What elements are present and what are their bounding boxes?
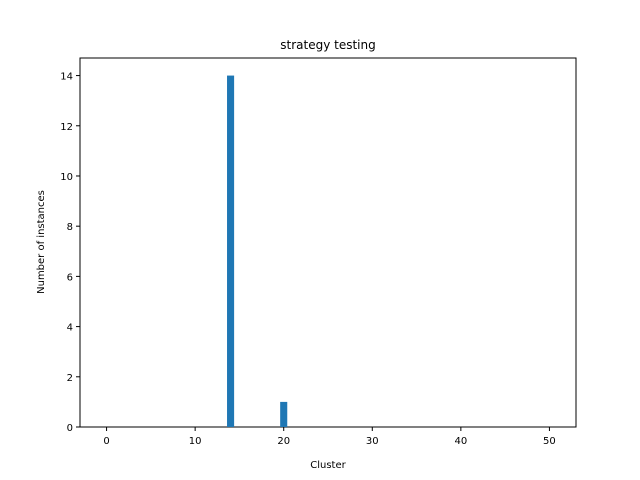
y-tick-label-1: 2 (67, 373, 73, 384)
y-axis-label: Number of instances (36, 190, 47, 294)
plot-frame (79, 57, 577, 428)
plot-area (79, 57, 577, 428)
x-tick-label-4: 40 (454, 436, 467, 447)
y-tick-label-5: 10 (60, 172, 73, 183)
x-tick-label-0: 0 (103, 436, 109, 447)
chart-title: strategy testing (280, 38, 375, 52)
x-axis-label: Cluster (310, 460, 346, 471)
y-tick-label-7: 14 (60, 72, 73, 83)
x-tick-label-3: 30 (366, 436, 379, 447)
x-axis-ticks: 0 10 20 30 40 50 (103, 427, 556, 447)
bar-0 (227, 75, 235, 428)
y-tick-label-2: 4 (67, 323, 73, 334)
y-axis-ticks: 0 2 4 6 8 10 12 14 (60, 72, 80, 434)
y-tick-label-6: 12 (60, 122, 73, 133)
x-tick-label-1: 10 (189, 436, 202, 447)
y-tick-label-3: 6 (67, 272, 73, 283)
bars (227, 75, 288, 428)
y-tick-label-0: 0 (67, 423, 73, 434)
x-tick-label-5: 50 (543, 436, 556, 447)
y-tick-label-4: 8 (67, 222, 73, 233)
bar-1 (280, 401, 288, 427)
x-tick-label-2: 20 (277, 436, 290, 447)
